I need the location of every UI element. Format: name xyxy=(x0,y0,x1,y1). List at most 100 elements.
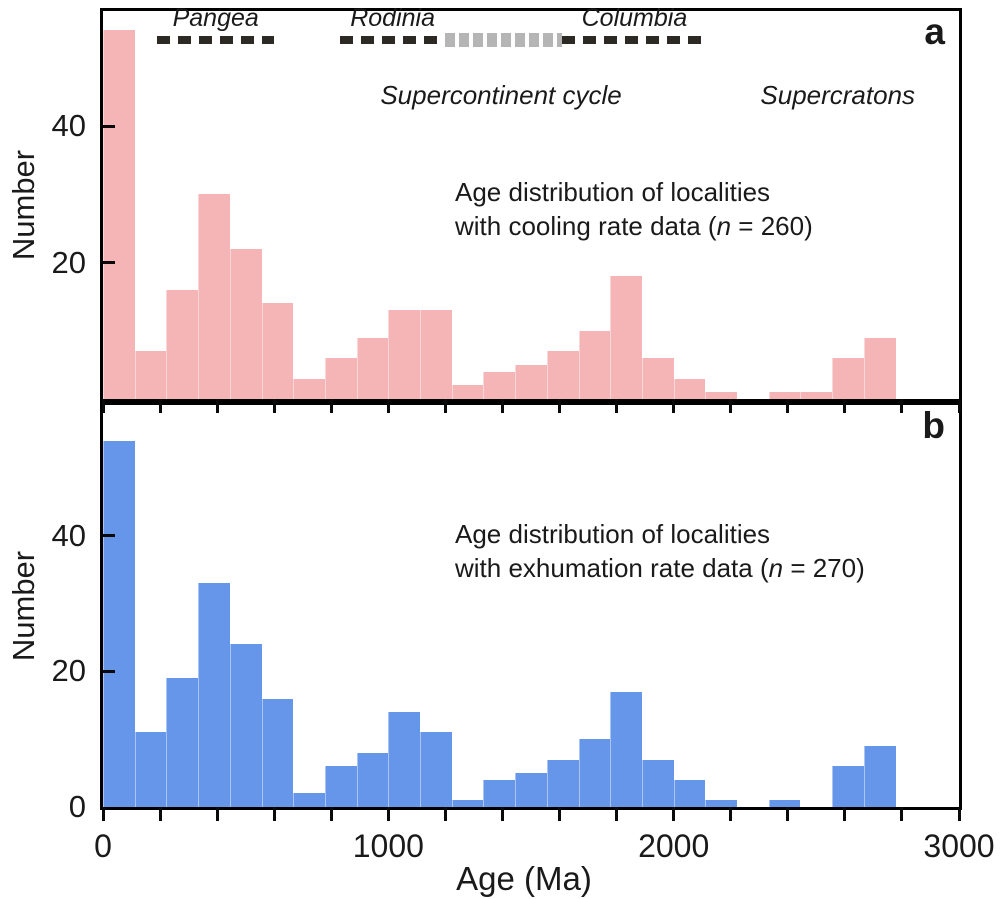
panel-a-letter: a xyxy=(924,11,945,52)
histogram-bar xyxy=(768,392,801,399)
x-axis-tick xyxy=(957,807,961,821)
x-axis-tick xyxy=(272,807,276,821)
supercontinent-transition-gray-band xyxy=(445,33,563,47)
y-axis-tick xyxy=(103,124,115,128)
histogram-bar xyxy=(451,385,484,399)
y-axis-tick-label: 40 xyxy=(51,108,86,143)
x-axis-tick xyxy=(615,399,619,413)
histogram-bar xyxy=(324,766,357,807)
panel-b-annotation-line2-pre: with exhumation rate data ( xyxy=(455,553,769,583)
histogram-bar xyxy=(420,732,452,807)
panel-b-exhumation-rate-histogram: Age distribution of localities with exhu… xyxy=(100,402,962,810)
x-axis-tick xyxy=(215,807,219,821)
panel-b-annotation: Age distribution of localities with exhu… xyxy=(455,517,865,585)
histogram-bar xyxy=(515,364,547,399)
x-axis-tick xyxy=(158,807,162,821)
y-axis-tick xyxy=(103,534,115,538)
histogram-bar xyxy=(546,759,579,807)
x-axis-tick xyxy=(443,807,447,821)
supercontinent-dashed-span-columbia xyxy=(562,36,707,44)
panel-a-cooling-rate-histogram: Age distribution of localities with cool… xyxy=(100,8,962,402)
x-axis-tick xyxy=(900,399,904,413)
histogram-bar xyxy=(673,378,706,399)
histogram-bar xyxy=(324,358,357,399)
histogram-bar xyxy=(134,351,167,399)
histogram-bar xyxy=(388,310,421,399)
histogram-bar xyxy=(832,766,864,807)
x-axis-tick xyxy=(843,807,847,821)
panel-a-n-symbol: n xyxy=(716,211,732,241)
histogram-bar xyxy=(103,30,135,399)
x-axis-tick xyxy=(843,399,847,413)
histogram-bar xyxy=(768,800,801,807)
supercontinent-label-rodinia: Rodinia xyxy=(350,4,435,32)
x-axis-tick xyxy=(101,399,105,413)
histogram-bar xyxy=(198,583,230,807)
x-axis-tick-label: 2000 xyxy=(638,828,710,864)
x-axis-tick xyxy=(786,399,790,413)
panel-b-annotation-line1: Age distribution of localities xyxy=(455,519,771,549)
histogram-bar xyxy=(356,337,389,399)
x-axis-tick xyxy=(386,807,390,821)
x-axis-tick xyxy=(215,399,219,413)
panel-a-plot-area xyxy=(103,11,959,399)
y-axis-tick xyxy=(103,261,115,264)
histogram-bar xyxy=(578,330,611,399)
histogram-bar xyxy=(420,310,452,399)
supercontinent-dashed-span-pangea xyxy=(157,36,275,44)
histogram-bar xyxy=(483,371,516,399)
histogram-bar xyxy=(388,712,421,807)
x-axis-tick xyxy=(672,399,676,413)
x-axis-tick-label: 0 xyxy=(94,828,112,864)
histogram-bar xyxy=(515,773,547,807)
y-axis-tick-label: 20 xyxy=(51,653,86,689)
panel-b-letter: b xyxy=(922,405,945,446)
histogram-bar xyxy=(103,440,135,807)
histogram-bar xyxy=(832,358,864,399)
x-axis-tick xyxy=(500,807,504,821)
x-axis-tick xyxy=(272,399,276,413)
supercontinent-cycle-label: Supercontinent cycle xyxy=(380,80,622,110)
x-axis-tick xyxy=(957,399,961,413)
histogram-bar xyxy=(641,759,674,807)
x-axis-tick xyxy=(786,807,790,821)
histogram-bar xyxy=(610,276,642,399)
histogram-bar xyxy=(641,358,674,399)
histogram-bar xyxy=(261,698,294,807)
x-axis-tick xyxy=(329,807,333,821)
x-axis-tick xyxy=(386,399,390,413)
histogram-bar xyxy=(166,678,199,807)
panel-b-annotation-line2-post: = 270) xyxy=(783,553,865,583)
y-axis-tick-label: 40 xyxy=(51,517,86,553)
histogram-bar xyxy=(293,378,325,399)
panel-a-annotation-line2-post: = 260) xyxy=(731,211,813,241)
panel-b-y-axis-title: Number xyxy=(6,550,41,662)
x-axis-tick xyxy=(329,399,333,413)
supercontinent-label-columbia: Columbia xyxy=(581,4,688,32)
x-axis-tick xyxy=(672,807,676,821)
histogram-bar xyxy=(166,289,199,399)
x-axis-tick xyxy=(900,807,904,821)
panel-a-annotation: Age distribution of localities with cool… xyxy=(455,175,813,243)
histogram-bar xyxy=(451,800,484,807)
histogram-bar xyxy=(705,392,738,399)
histogram-bar xyxy=(863,745,896,807)
histogram-bar xyxy=(293,793,325,807)
histogram-bar xyxy=(261,303,294,399)
x-axis-tick xyxy=(101,807,105,821)
x-axis-tick xyxy=(729,399,733,413)
histogram-bar xyxy=(134,732,167,807)
histogram-bar xyxy=(483,779,516,807)
histogram-bar xyxy=(610,691,642,807)
supercratons-label: Supercratons xyxy=(760,80,916,110)
histogram-bar xyxy=(356,752,389,807)
x-axis-tick xyxy=(558,807,562,821)
y-axis-tick-label: 0 xyxy=(68,789,86,824)
x-axis-tick xyxy=(443,399,447,413)
histogram-bar xyxy=(546,351,579,399)
x-axis-tick-label: 1000 xyxy=(352,828,424,864)
x-axis-tick xyxy=(500,399,504,413)
histogram-bar xyxy=(673,779,706,807)
supercontinent-dashed-span-rodinia xyxy=(339,36,446,44)
